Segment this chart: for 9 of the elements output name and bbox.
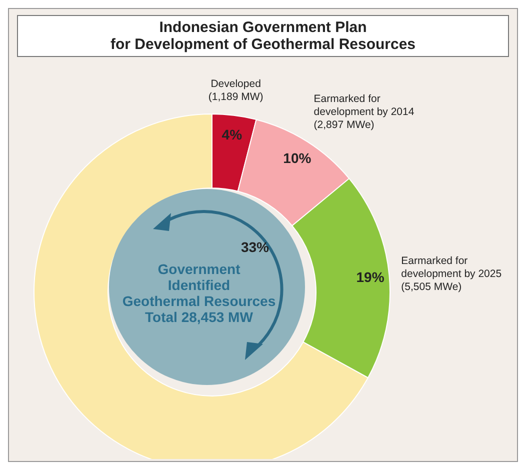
text: Government Identified Geothermal Resources Total 28,453 MW: [122, 261, 276, 325]
slice-label: Earmarked for development by 2025 (5,505 MWe): [401, 255, 502, 294]
data-label: 19%: [356, 269, 385, 286]
chart-title: Indonesian Government Plan for Development of Geothermal Resources: [17, 15, 509, 57]
slice-label: Developed (1,189 MW): [208, 78, 264, 103]
data-label: 10%: [283, 150, 312, 166]
slice-label: Earmarked for development by 2014 (2,897 MWe): [314, 93, 414, 132]
text: 33%: [240, 239, 270, 255]
data-label: 4%: [222, 126, 243, 142]
